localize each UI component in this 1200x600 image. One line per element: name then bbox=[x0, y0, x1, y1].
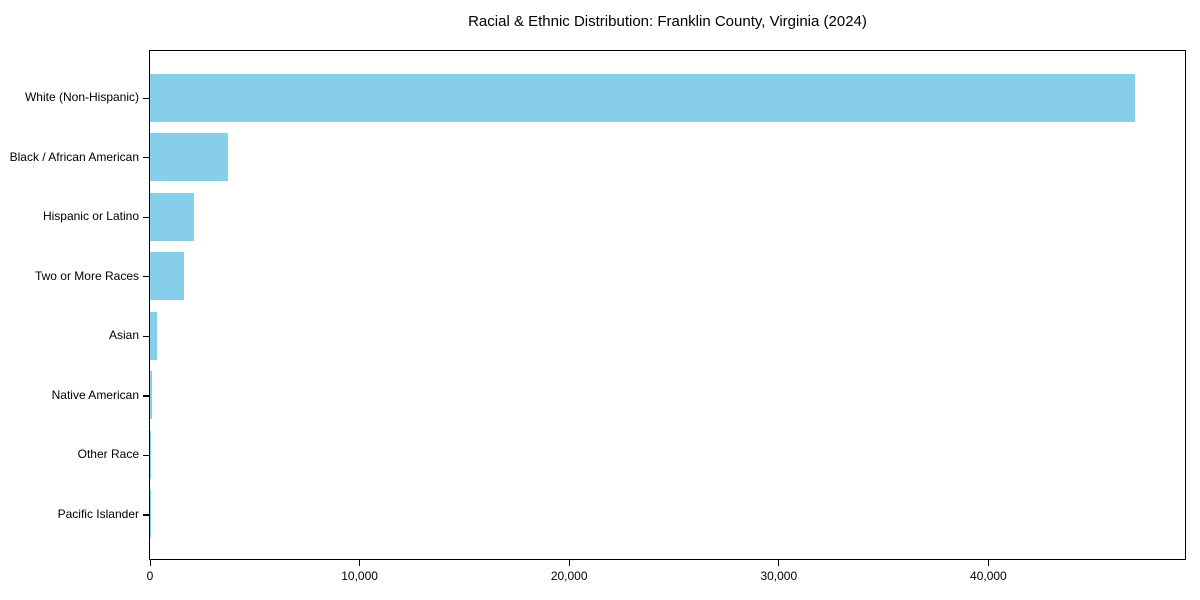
x-axis-tick-label: 0 bbox=[146, 569, 154, 583]
y-axis-tick bbox=[143, 97, 149, 99]
bar bbox=[150, 73, 1136, 122]
x-axis-tick-label: 30,000 bbox=[760, 569, 798, 583]
y-axis-label: White (Non-Hispanic) bbox=[24, 90, 139, 104]
bar bbox=[150, 371, 153, 420]
y-axis-tick bbox=[143, 276, 149, 278]
x-axis-tick bbox=[568, 560, 570, 566]
plot-area bbox=[149, 50, 1186, 560]
x-axis-tick-label: 20,000 bbox=[550, 569, 588, 583]
y-axis-tick bbox=[143, 514, 149, 516]
x-axis-tick bbox=[359, 560, 361, 566]
bar bbox=[150, 490, 151, 539]
x-axis-tick bbox=[778, 560, 780, 566]
bar bbox=[150, 252, 184, 301]
x-axis-tick bbox=[987, 560, 990, 566]
x-axis-tick-label: 10,000 bbox=[341, 569, 378, 583]
y-axis-label: Two or More Races bbox=[34, 268, 139, 283]
bar bbox=[150, 133, 228, 182]
y-axis-label: Hispanic or Latino bbox=[42, 209, 139, 224]
y-axis-label: Native American bbox=[51, 387, 139, 402]
bar bbox=[150, 430, 151, 479]
x-axis-tick bbox=[149, 560, 151, 566]
y-axis-tick bbox=[143, 395, 149, 397]
bar bbox=[150, 192, 195, 241]
y-axis-label: Other Race bbox=[77, 447, 139, 462]
chart-title: Racial & Ethnic Distribution: Franklin C… bbox=[468, 13, 867, 30]
y-axis-tick bbox=[143, 454, 149, 457]
y-axis-tick bbox=[143, 216, 149, 218]
y-axis-tick bbox=[143, 157, 149, 159]
y-axis-label: Pacific Islander bbox=[57, 506, 139, 521]
y-axis-label: Asian bbox=[108, 328, 139, 343]
y-axis-label: Black / African American bbox=[9, 149, 139, 164]
x-axis-tick-label: 40,000 bbox=[970, 569, 1007, 583]
bar bbox=[150, 311, 157, 360]
y-axis-tick bbox=[143, 335, 149, 337]
